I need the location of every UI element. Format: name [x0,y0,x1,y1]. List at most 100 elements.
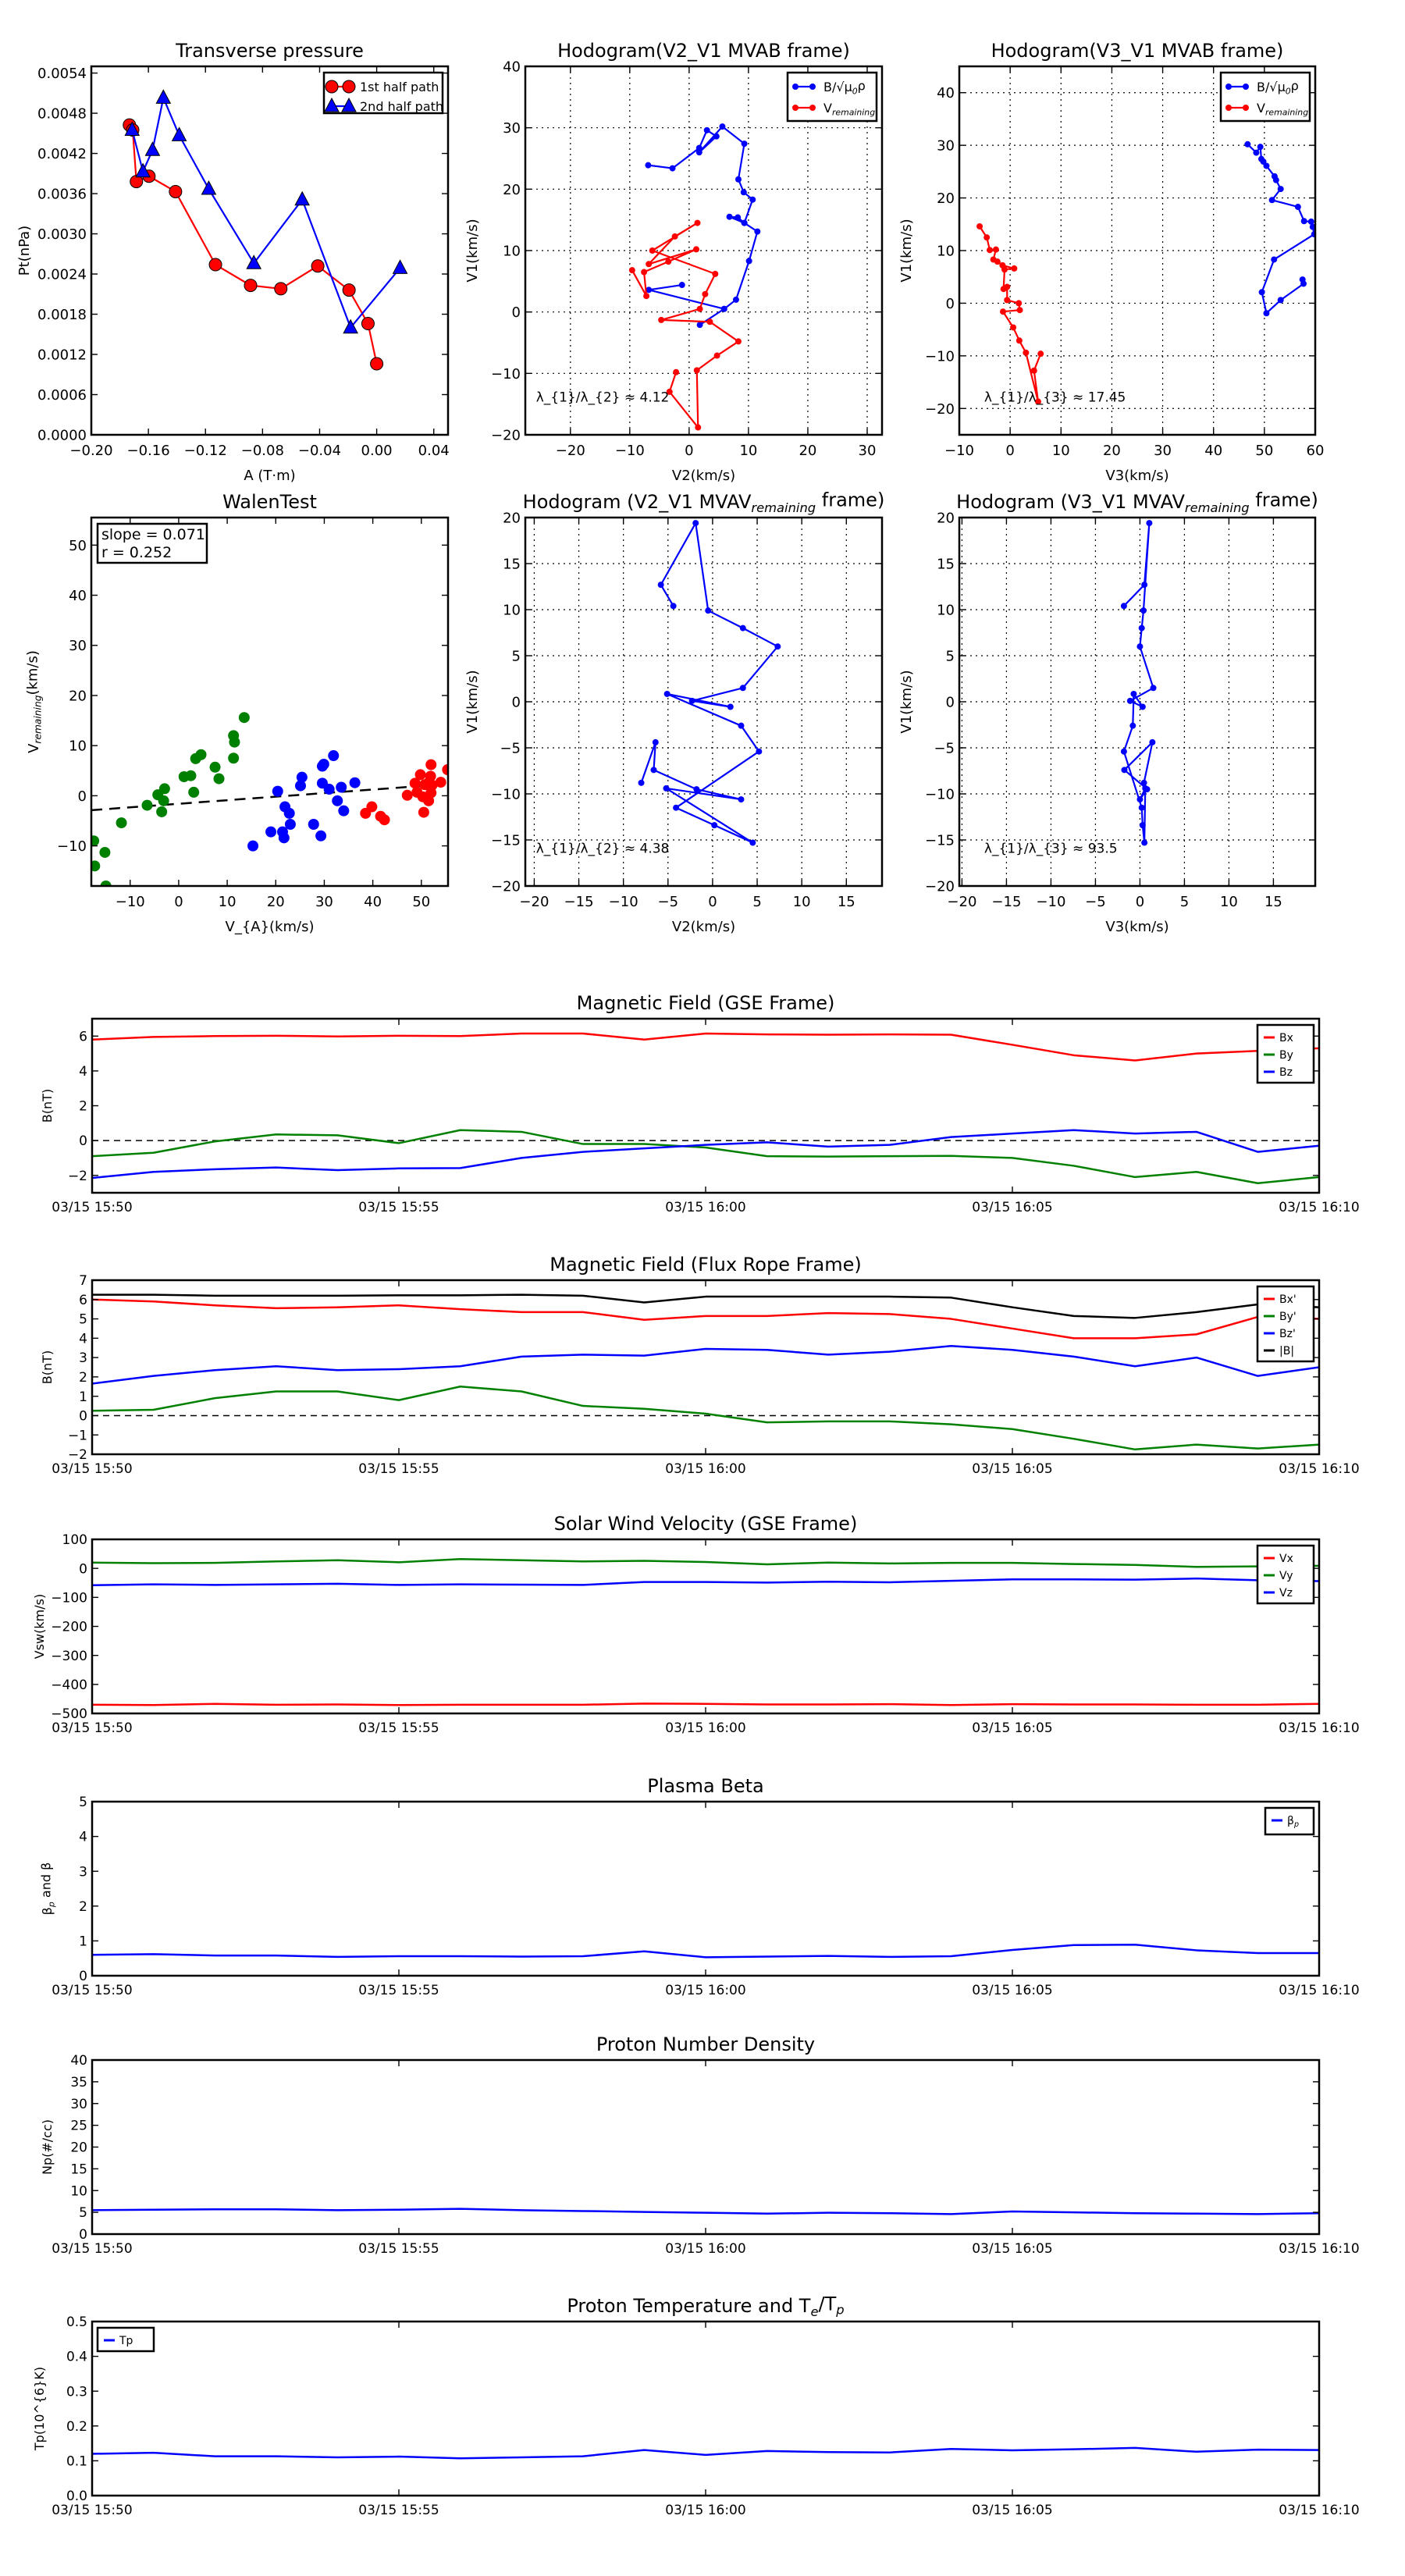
series-vx [92,1703,1319,1706]
y-tick-label: 0.0 [66,2489,87,2504]
y-tick-label: 2 [79,1099,87,1115]
data-point [693,786,700,793]
data-point [695,424,702,431]
series-line [131,97,401,329]
legend-label: B/√μ0​ρ [1257,78,1299,96]
data-point [727,703,734,710]
plot-area [91,712,448,886]
data-point [1277,186,1284,193]
data-point [247,840,259,852]
x-tick-label: 03/15 16:05 [972,1720,1052,1736]
legend-label: |B| [1279,1345,1294,1357]
x-tick-label: 03/15 16:05 [972,2503,1052,2518]
y-tick-label: −5 [934,740,955,756]
plot-area [123,89,408,371]
x-axis-label: V3(km/s) [1105,919,1168,935]
y-tick-label: 30 [69,638,87,654]
x-tick-label: −0.08 [241,443,284,459]
y-axis-label: Tp(10^{6}K) [32,2367,47,2451]
data-point [739,624,746,632]
y-tick-label: 20 [937,510,955,526]
plot-area [92,2446,1319,2460]
data-point [342,283,356,297]
data-point [1016,337,1023,344]
y-tick-label: −20 [491,427,521,443]
data-point [1144,786,1151,793]
data-point [328,750,340,762]
data-point [294,190,311,206]
data-point [703,126,710,133]
data-point [324,97,340,112]
series-tp [92,2446,1319,2460]
legend: B/√μ0​ρ Vremaining​ [786,71,878,123]
data-point [188,786,200,798]
data-point [361,317,375,331]
legend: Bx' By' Bz' |B| [1256,1285,1315,1363]
axes-frame [90,65,450,436]
chart-title: Hodogram(V2_V1 MVAB frame) [557,40,850,62]
legend: Bx By Bz [1256,1023,1315,1084]
data-point [712,270,719,277]
x-tick-label: 0.04 [418,443,450,459]
series-line [92,1129,1319,1179]
x-tick-label: 0 [708,894,717,910]
data-point [1299,276,1306,283]
chart-proton-temperature: 03/15 15:50 03/15 15:55 03/15 16:00 03/15 1… [32,2293,1360,2518]
y-tick-label: 35 [70,2075,87,2090]
data-point [370,357,384,371]
data-point [1004,297,1011,304]
data-point [643,293,650,300]
eigenvalue-ratio-label: λ_{1}/λ_{3} ≈ 17.45 [984,390,1126,406]
data-point [666,388,673,395]
data-point [1277,297,1284,304]
data-point [213,773,225,785]
data-point [414,769,426,781]
chart-hodogram-v3-v1-mvab: −10 0 10 20 30 40 50 60 −20 −10 0 10 20 30 40 Hodogram(… [898,40,1324,484]
data-point [315,830,327,841]
x-tick-label: 10 [219,894,237,910]
y-tick-label: 0.1 [66,2454,87,2470]
y-tick-label: 0 [79,1561,87,1577]
series-line [92,1558,1319,1568]
x-tick-label: 20 [799,443,816,459]
legend-entry-1st-half-path: 1st half path [325,80,439,94]
data-point [1140,779,1147,786]
data-point [1253,149,1260,156]
y-tick-label: −15 [491,832,521,849]
y-tick-label: 15 [70,2161,87,2177]
y-tick-label: −10 [57,838,87,855]
y-tick-label: −2 [68,1447,87,1463]
x-tick-label: 03/15 16:10 [1279,2241,1359,2257]
series-b-0 [1244,141,1315,317]
data-point [1030,367,1037,374]
data-point [692,246,699,253]
data-point [401,789,413,801]
series-line [92,2208,1319,2215]
data-point [91,835,100,847]
data-point [209,761,221,773]
legend-box [1219,71,1311,123]
chart-plasma-beta: 03/15 15:50 03/15 15:55 03/15 16:00 03/15 1… [38,1775,1359,1998]
x-tick-label: −20 [947,894,976,910]
legend-entry-bx: Bx [1264,1032,1293,1044]
data-point [1130,690,1137,697]
data-point [792,84,799,90]
data-point [695,149,702,156]
x-tick-label: −20 [556,443,585,459]
data-point [754,228,761,235]
x-tick-label: 03/15 16:00 [665,2503,745,2518]
y-tick-label: 30 [70,2097,87,2112]
x-tick-label: 5 [1180,894,1189,910]
data-point [652,738,659,745]
x-axis-label: A (T·m) [244,468,295,484]
data-point [1244,141,1251,148]
x-tick-label: 03/15 15:55 [358,2241,439,2257]
x-tick-label: 30 [859,443,877,459]
data-point [1272,176,1279,183]
y-tick-label: 30 [937,138,955,155]
data-point [735,338,742,345]
series-0 [638,520,781,846]
x-tick-label: −10 [1036,894,1065,910]
legend-entry-v-remaining: Vremaining​ [792,101,875,117]
data-point [171,126,187,141]
